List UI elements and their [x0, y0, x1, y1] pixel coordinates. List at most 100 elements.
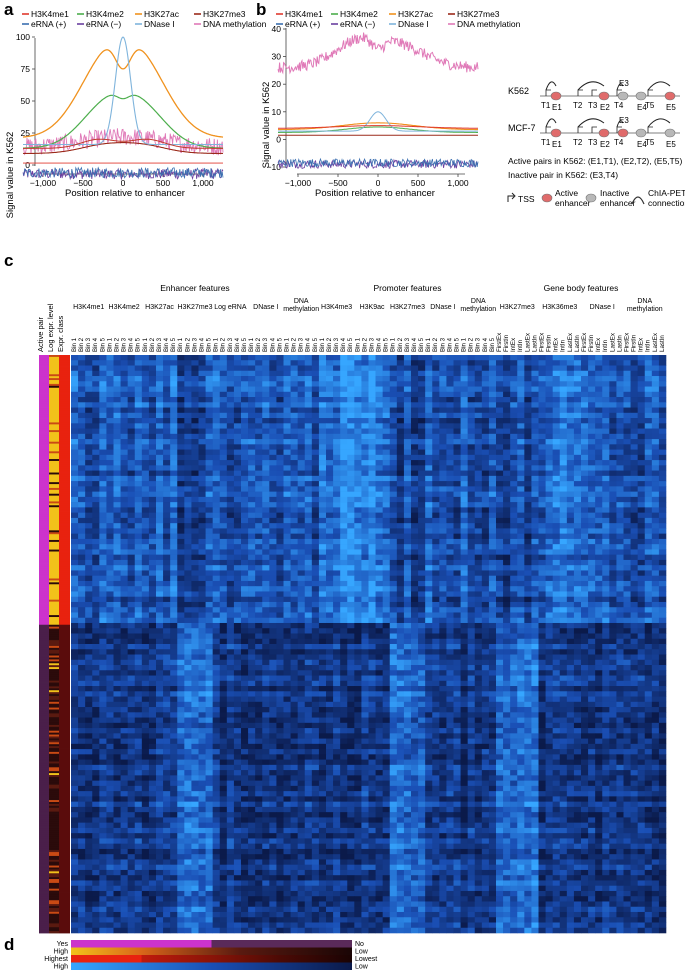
heatmap-cell [396, 586, 405, 592]
expr-class-cell [59, 541, 70, 545]
heatmap-cell [326, 538, 334, 545]
bin-label: Bin 4 [128, 337, 135, 352]
log-expr-cell [49, 707, 59, 710]
active-pair-cell [39, 385, 49, 389]
heatmap-cell [113, 528, 121, 534]
heatmap-cell [106, 586, 114, 592]
heatmap-cell [219, 454, 228, 461]
heatmap-cell [411, 360, 419, 366]
heatmap-cell [425, 517, 433, 524]
heatmap-cell [212, 554, 221, 561]
active-pair-cell [39, 653, 49, 656]
log-expr-cell [49, 769, 59, 772]
heatmap-cell [78, 444, 86, 450]
heatmap-cell [481, 428, 490, 435]
heatmap-cell [276, 381, 284, 387]
heatmap-cell [148, 549, 157, 555]
heatmap-cell [602, 470, 610, 477]
log-expr-cell [49, 385, 59, 389]
heatmap-cell [318, 376, 327, 382]
schematic-active-pairs: Active pairs in K562: (E1,T1), (E2,T2), … [508, 156, 682, 166]
heatmap-cell [134, 386, 143, 393]
expr-class-cell [59, 686, 70, 689]
active-pair-cell [39, 618, 49, 622]
heatmap-cell [425, 491, 433, 498]
heatmap-cell [78, 517, 86, 524]
heatmap-cell [78, 376, 86, 382]
tss-arrow-icon [545, 126, 551, 133]
heatmap-cell [538, 391, 546, 398]
active-pair-cell [39, 605, 49, 608]
heatmap-cell [658, 565, 667, 571]
heatmap-cell [524, 444, 532, 450]
heatmap-cell [354, 407, 362, 414]
heatmap-cell [283, 365, 291, 372]
heatmap-cell [297, 454, 306, 461]
heatmap-cell [566, 496, 575, 503]
expr-class-cell [59, 416, 70, 419]
heatmap-cell [361, 365, 369, 372]
heatmap-cell [460, 391, 468, 398]
heatmap-cell [226, 591, 235, 597]
heatmap-cell [354, 559, 362, 566]
heatmap-cell [425, 355, 433, 361]
heatmap-cell [269, 544, 277, 550]
heatmap-cell [127, 565, 136, 571]
heatmap-cell [297, 528, 306, 534]
heatmap-cell [297, 412, 306, 419]
heatmap-cell [644, 528, 653, 534]
heatmap-cell [630, 428, 638, 435]
heatmap-cell [588, 486, 596, 492]
heatmap-cell [595, 486, 603, 492]
heatmap-cell [609, 418, 617, 424]
heatmap-cell [425, 412, 433, 419]
expr-class-cell [59, 547, 70, 550]
heatmap-cell [467, 528, 476, 534]
heatmap-cell [304, 496, 313, 503]
heatmap-cell [531, 428, 539, 435]
heatmap-cell [566, 381, 575, 387]
heatmap-cell [382, 444, 391, 450]
heatmap-cell [99, 439, 107, 445]
heatmap-cell [283, 391, 291, 398]
heatmap-cell [559, 391, 568, 398]
heatmap-cell [177, 528, 185, 534]
heatmap-cell [453, 544, 461, 550]
heatmap-cell [361, 491, 369, 498]
heatmap-cell [474, 528, 483, 534]
heatmap-cell [354, 355, 362, 361]
active-pair-cell [39, 380, 49, 383]
active-pair-cell [39, 426, 49, 429]
heatmap-cell [255, 381, 263, 387]
heatmap-cell [262, 538, 270, 545]
heatmap-cell [71, 423, 79, 429]
heatmap-cell [120, 517, 128, 524]
heatmap-cell [354, 549, 362, 555]
expr-class-cell [59, 655, 70, 658]
heatmap-cell [573, 360, 582, 366]
heatmap-cell [311, 386, 320, 393]
heatmap-cell [510, 386, 518, 393]
heatmap-cell [425, 496, 433, 503]
heatmap-cell [290, 465, 298, 471]
legend-label: H3K4me1 [31, 9, 69, 19]
curve-erna-plus [22, 166, 224, 180]
heatmap-cell [333, 355, 341, 361]
active-pair-cell [39, 742, 49, 745]
heatmap-cell [241, 512, 249, 519]
heatmap-cell [354, 433, 362, 440]
active-pair-cell [39, 744, 49, 747]
heatmap-cell [524, 481, 532, 487]
heatmap-cell [481, 517, 490, 524]
log-expr-cell [49, 776, 59, 780]
heatmap-cell [156, 544, 164, 550]
heatmap-cell [524, 423, 532, 429]
heatmap-cell [141, 454, 150, 461]
heatmap-cell [453, 570, 461, 576]
expr-class-cell [59, 555, 70, 558]
heatmap-cell [418, 418, 426, 424]
heatmap-cell [573, 544, 582, 550]
heatmap-cell [446, 365, 454, 372]
heatmap-cell [184, 449, 192, 456]
